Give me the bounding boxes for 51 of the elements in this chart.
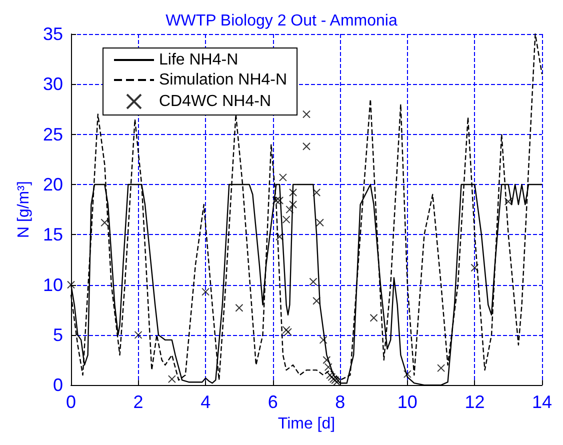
point xyxy=(235,304,244,312)
legend-label: Simulation NH4-N xyxy=(159,72,288,88)
point xyxy=(276,196,284,205)
point xyxy=(316,218,324,227)
point xyxy=(272,196,280,205)
point xyxy=(319,336,328,344)
y-tick-label: 35 xyxy=(42,24,63,44)
point xyxy=(331,376,340,384)
point xyxy=(286,206,294,214)
point xyxy=(278,173,287,182)
x-tick-label: 6 xyxy=(268,392,278,412)
point xyxy=(302,110,310,118)
point xyxy=(282,216,290,224)
y-tick-label: 15 xyxy=(42,224,63,245)
point xyxy=(289,188,298,196)
point xyxy=(100,218,109,227)
point xyxy=(470,264,479,272)
point xyxy=(282,326,290,334)
point xyxy=(134,330,142,339)
point xyxy=(312,188,321,196)
point xyxy=(312,296,321,305)
point xyxy=(202,288,210,296)
x-axis-title: Time [d] xyxy=(278,416,336,432)
legend-label: Life NH4-N xyxy=(159,52,238,68)
x-tick-label: 0 xyxy=(66,392,76,412)
x-tick-label: 8 xyxy=(335,392,346,412)
y-tick-label: 0 xyxy=(52,375,63,396)
x-tick-label: 2 xyxy=(133,392,144,412)
y-tick-label: 10 xyxy=(42,274,63,295)
point xyxy=(168,375,176,384)
y-tick-label: 30 xyxy=(42,74,63,94)
point xyxy=(504,198,512,206)
point xyxy=(276,232,284,241)
y-axis-title: N [g/m³] xyxy=(16,181,33,238)
x-tick-label: 4 xyxy=(200,392,211,412)
x-tick-label: 12 xyxy=(464,392,485,412)
y-tick-label: 20 xyxy=(42,174,63,194)
point xyxy=(289,200,298,209)
point xyxy=(370,314,378,322)
x-tick-label: 14 xyxy=(532,392,552,412)
chart-title: WWTP Biology 2 Out - Ammonia xyxy=(166,12,398,30)
y-tick-label: 25 xyxy=(42,124,63,144)
point xyxy=(437,364,446,372)
point xyxy=(302,142,310,150)
point xyxy=(403,370,412,378)
y-tick-label: 5 xyxy=(52,324,63,345)
point xyxy=(309,278,318,286)
point xyxy=(329,375,338,384)
legend-label: CD4WC NH4-N xyxy=(159,93,271,110)
point xyxy=(284,328,292,336)
x-tick-label: 10 xyxy=(397,392,418,412)
